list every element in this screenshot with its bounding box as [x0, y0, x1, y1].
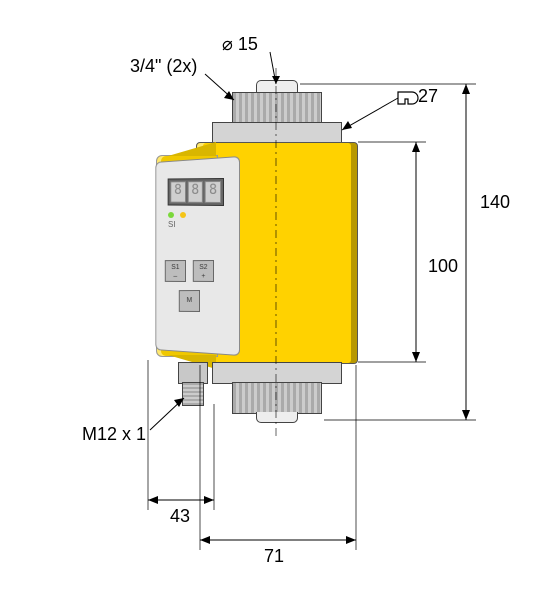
fitting-bot-bore: [256, 412, 298, 423]
hex-bottom: [212, 362, 342, 384]
digit-1: 8: [187, 181, 203, 203]
led-green: [168, 212, 174, 218]
label-height-inner: 100: [428, 256, 458, 277]
label-height-outer: 140: [480, 192, 510, 213]
digit-2: 8: [205, 181, 221, 203]
diagram-container: 8 8 8 SI S1 – S2 + M ⌀ 15: [0, 0, 549, 590]
connector-thread: [182, 382, 204, 406]
led-yellow: [180, 212, 186, 218]
digit-0: 8: [170, 181, 185, 202]
label-wrench: 27: [418, 86, 438, 107]
seven-seg-display: 8 8 8: [168, 178, 224, 206]
label-connector-thread: M12 x 1: [82, 424, 146, 445]
thread-bottom: [232, 382, 322, 414]
led-label: SI: [168, 220, 176, 229]
label-depth-front: 43: [170, 506, 190, 527]
label-depth-body: 71: [264, 546, 284, 567]
button-s1[interactable]: S1 –: [165, 260, 186, 282]
connector-body: [178, 362, 208, 384]
button-m[interactable]: M: [179, 290, 200, 312]
hex-top: [212, 122, 342, 144]
label-thread-top: 3/4" (2x): [130, 56, 197, 77]
label-diameter: ⌀ 15: [222, 34, 258, 55]
thread-top: [232, 92, 322, 124]
button-s2[interactable]: S2 +: [193, 260, 214, 282]
